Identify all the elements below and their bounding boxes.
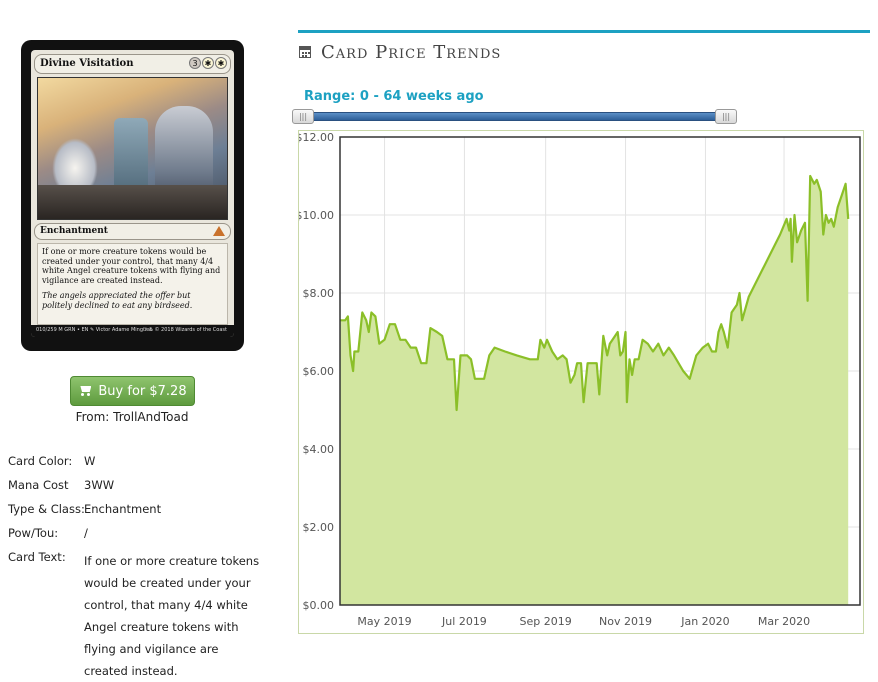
x-tick-label: Nov 2019	[599, 615, 652, 628]
seller-label: From: TrollAndToad	[75, 410, 189, 424]
card-art	[37, 77, 228, 220]
x-tick-label: Jul 2019	[441, 615, 487, 628]
range-slider-handle-start[interactable]: |||	[292, 109, 314, 124]
card-type-line: Enchantment	[40, 226, 108, 236]
range-label: Range: 0 - 64 weeks ago	[304, 89, 484, 104]
card-name: Divine Visitation	[40, 58, 134, 69]
panel-title: Card Price Trends	[321, 42, 502, 63]
panel-top-rule	[298, 30, 870, 33]
buy-button-label: Buy for $7.28	[98, 383, 187, 399]
detail-row: Card Color: W	[8, 450, 268, 474]
y-tick-label: $6.00	[303, 365, 335, 378]
range-slider[interactable]: ||| |||	[292, 109, 738, 125]
card-details: Card Color: W Mana Cost 3WW Type & Class…	[8, 450, 268, 678]
card-footer: 010/259 M GRN • EN ✎ Victor Adame Mingue…	[34, 326, 231, 336]
mana-cost-symbols: 3 ✱ ✱	[189, 57, 227, 69]
y-tick-label: $10.00	[299, 209, 334, 222]
detail-card-text: If one or more creature tokens would be …	[84, 554, 260, 678]
card-rules-text: If one or more creature tokens would be …	[42, 247, 221, 285]
detail-value: W	[84, 454, 96, 468]
y-tick-label: $4.00	[303, 443, 335, 456]
card-type-bar: Enchantment	[34, 223, 231, 240]
generic-mana-icon: 3	[189, 57, 201, 69]
y-tick-label: $2.00	[303, 521, 335, 534]
price-chart: $0.00 $2.00 $4.00 $6.00 $8.00 $10.00 $12.00 May…	[296, 130, 864, 634]
plot-frame	[339, 136, 861, 606]
calendar-icon	[299, 46, 311, 58]
range-slider-handle-end[interactable]: |||	[715, 109, 737, 124]
series-line	[340, 174, 850, 412]
detail-label: Pow/Tou:	[8, 526, 59, 540]
detail-value: Enchantment	[84, 502, 162, 516]
y-tick-label: $12.00	[299, 131, 334, 144]
white-mana-icon: ✱	[202, 57, 214, 69]
price-chart-svg: $0.00 $2.00 $4.00 $6.00 $8.00 $10.00 $12.00 May…	[296, 131, 861, 628]
white-mana-icon: ✱	[215, 57, 227, 69]
detail-label: Mana Cost	[8, 478, 69, 492]
cart-icon	[78, 385, 92, 397]
card-frame: Divine Visitation 3 ✱ ✱ Enchantment If o…	[31, 50, 234, 337]
detail-row: Type & Class: Enchantment	[8, 498, 268, 522]
x-tick-label: May 2019	[357, 615, 411, 628]
card-footer-bar	[31, 325, 234, 337]
detail-label: Type & Class:	[8, 502, 85, 516]
y-tick-label: $8.00	[303, 287, 335, 300]
x-tick-label: Mar 2020	[758, 615, 810, 628]
x-tick-label: Sep 2019	[520, 615, 572, 628]
detail-row: Pow/Tou: /	[8, 522, 268, 546]
buy-button[interactable]: Buy for $7.28	[70, 376, 195, 406]
detail-label: Card Text:	[8, 550, 66, 564]
detail-row: Card Text: If one or more creature token…	[8, 546, 268, 678]
detail-value: /	[84, 526, 88, 540]
card-image: Divine Visitation 3 ✱ ✱ Enchantment If o…	[21, 40, 244, 351]
detail-value: 3WW	[84, 478, 115, 492]
series-area	[340, 176, 849, 605]
detail-row: Mana Cost 3WW	[8, 474, 268, 498]
detail-label: Card Color:	[8, 454, 73, 468]
x-tick-label: Jan 2020	[680, 615, 729, 628]
set-symbol-icon	[213, 226, 225, 236]
card-flavor-text: The angels appreciated the offer but pol…	[42, 291, 193, 310]
card-name-bar: Divine Visitation 3 ✱ ✱	[34, 54, 231, 74]
art-ground	[38, 185, 227, 219]
range-slider-track[interactable]	[300, 112, 730, 121]
y-tick-label: $0.00	[303, 599, 335, 612]
card-collector-info: 010/259 M GRN • EN ✎ Victor Adame Mingue…	[36, 327, 152, 333]
card-copyright: ™ & © 2018 Wizards of the Coast	[142, 327, 227, 333]
card-text-box: If one or more creature tokens would be …	[37, 243, 228, 325]
